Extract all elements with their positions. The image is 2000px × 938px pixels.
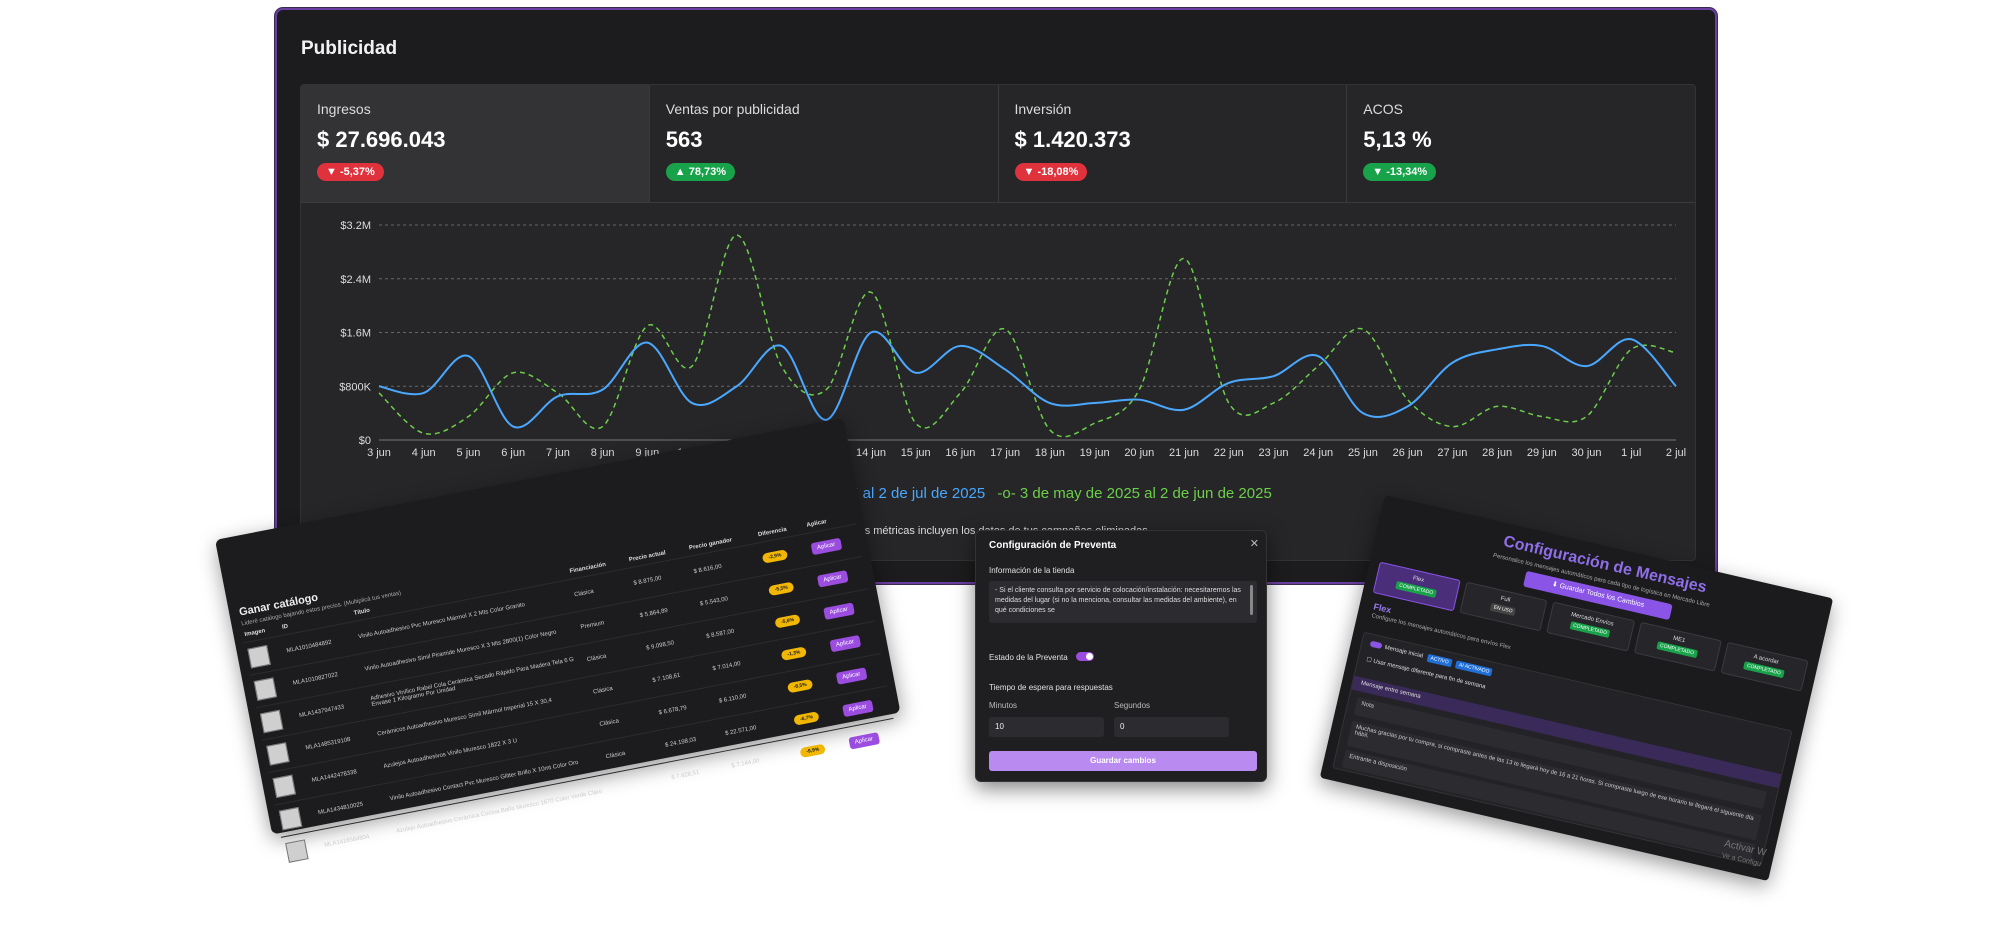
metric-inversion[interactable]: Inversión $ 1.420.373 ▼ -18,08% [998,85,1348,203]
preventa-modal: Configuración de Preventa ✕ Información … [975,530,1267,782]
info-text: - Si el cliente consulta por servicio de… [995,587,1241,614]
x-tick-label: 6 jun [501,447,525,459]
metric-value: 563 [665,127,703,152]
x-tick-label: 17 jun [990,447,1020,459]
estado-label: Estado de la Preventa [989,653,1068,662]
catalog-table: Imagen ID Título Financiación Precio act… [240,510,900,870]
ai-chip: AI ACTIVADO [1455,660,1494,677]
x-tick-label: 3 jun [367,447,391,459]
series-line-previous[interactable] [378,234,1677,438]
x-tick-label: 1 jul [1621,447,1641,459]
difference-pill: -1,3% [780,646,808,661]
x-tick-label: 7 jun [546,447,570,459]
apply-button[interactable]: Aplicar [835,667,868,685]
save-button[interactable]: Guardar cambios [989,751,1257,771]
x-tick-label: 21 jun [1169,447,1199,459]
y-tick-label: $800K [339,381,371,393]
metric-label: ACOS [1363,101,1403,117]
metric-label: Ingresos [317,101,371,117]
x-tick-label: 23 jun [1258,447,1288,459]
tab-me1[interactable]: ME1 COMPLETADO [1633,621,1722,672]
difference-pill: -2,9% [761,549,789,564]
metric-label: Inversión [1014,101,1072,117]
x-tick-label: 26 jun [1393,447,1423,459]
apply-button[interactable]: Aplicar [822,602,855,621]
x-tick-label: 20 jun [1124,447,1154,459]
metric-value: $ 27.696.043 [317,127,446,152]
x-tick-label: 18 jun [1035,447,1065,459]
x-tick-label: 15 jun [901,447,931,459]
x-tick-label: 19 jun [1080,447,1110,459]
delta-badge: ▼ -18,08% [1014,163,1088,181]
difference-pill: -6,7% [793,711,820,726]
metric-value: $ 1.420.373 [1014,127,1131,152]
close-icon[interactable]: ✕ [1249,538,1259,550]
page-title: Publicidad [301,38,398,59]
x-tick-label: 24 jun [1303,447,1333,459]
apply-button[interactable]: Aplicar [829,634,862,653]
preventa-toggle[interactable] [1076,652,1094,661]
x-tick-label: 29 jun [1527,447,1557,459]
apply-button[interactable]: Aplicar [810,537,843,556]
series-line-current[interactable] [378,330,1677,429]
x-tick-label: 28 jun [1482,447,1512,459]
scrollbar[interactable] [1250,585,1253,615]
difference-pill: -5,5% [768,581,795,597]
metrics-row: Ingresos $ 27.696.043 ▼ -5,37% Ventas po… [301,85,1695,203]
tiempo-label: Tiempo de espera para respuestas [989,683,1113,692]
x-tick-label: 5 jun [457,447,481,459]
delta-badge: ▼ -5,37% [317,163,384,181]
y-tick-label: $0 [359,435,371,447]
x-tick-label: 16 jun [945,447,975,459]
metric-value: 5,13 % [1363,127,1432,152]
delta-badge: ▼ -13,34% [1363,163,1437,181]
x-tick-label: 4 jun [412,447,436,459]
difference-pill: -9,9% [799,743,827,759]
advertising-dashboard: Publicidad Ingresos $ 27.696.043 ▼ -5,37… [275,8,1717,584]
metric-label: Ventas por publicidad [665,101,800,117]
y-tick-label: $1.6M [340,328,371,340]
mensajes-card: Configuración de Mensajes Personalice lo… [1319,495,1834,882]
apply-button[interactable]: Aplicar [847,732,881,750]
apply-button[interactable]: Aplicar [841,699,874,718]
segundos-input[interactable]: 0 [1114,717,1229,737]
metric-ventas[interactable]: Ventas por publicidad 563 ▲ 78,73% [649,85,999,203]
legend-previous[interactable]: -o- 3 de may de 2025 al 2 de jun de 2025 [997,485,1272,502]
x-tick-label: 30 jun [1572,447,1602,459]
difference-pill: -5,6% [774,613,801,629]
product-thumbnail [280,830,325,870]
info-textarea[interactable]: - Si el cliente consulta por servicio de… [989,581,1257,623]
x-tick-label: 27 jun [1437,447,1467,459]
line-chart: $0 $800K $1.6M $2.4M $3.2M 3 jun 4 jun 5 jun 6 j… [339,220,1686,459]
info-label: Información de la tienda [989,566,1075,575]
delta-badge: ▲ 78,73% [665,163,736,181]
tab-a-acordar[interactable]: A acordar COMPLETADO [1720,641,1809,692]
minutos-label: Minutos [989,701,1018,710]
modal-title: Configuración de Preventa [989,540,1117,551]
x-tick-label: 8 jun [591,447,615,459]
metric-ingresos[interactable]: Ingresos $ 27.696.043 ▼ -5,37% [301,85,650,203]
minutos-input[interactable]: 10 [989,717,1104,737]
x-tick-label: 14 jun [856,447,886,459]
y-tick-label: $2.4M [340,274,371,286]
difference-pill: -8,5% [786,678,814,694]
metrics-panel: Ingresos $ 27.696.043 ▼ -5,37% Ventas po… [300,84,1696,561]
x-tick-label: 22 jun [1214,447,1244,459]
segundos-label: Segundos [1114,701,1151,710]
y-tick-label: $3.2M [340,220,371,232]
toggle[interactable] [1369,640,1383,650]
x-tick-label: 2 jul [1666,447,1686,459]
metric-acos[interactable]: ACOS 5,13 % ▼ -13,34% [1347,85,1695,203]
status-chip: ACTIVO [1426,653,1453,668]
x-tick-label: 25 jun [1348,447,1378,459]
apply-button[interactable]: Aplicar [816,570,849,588]
